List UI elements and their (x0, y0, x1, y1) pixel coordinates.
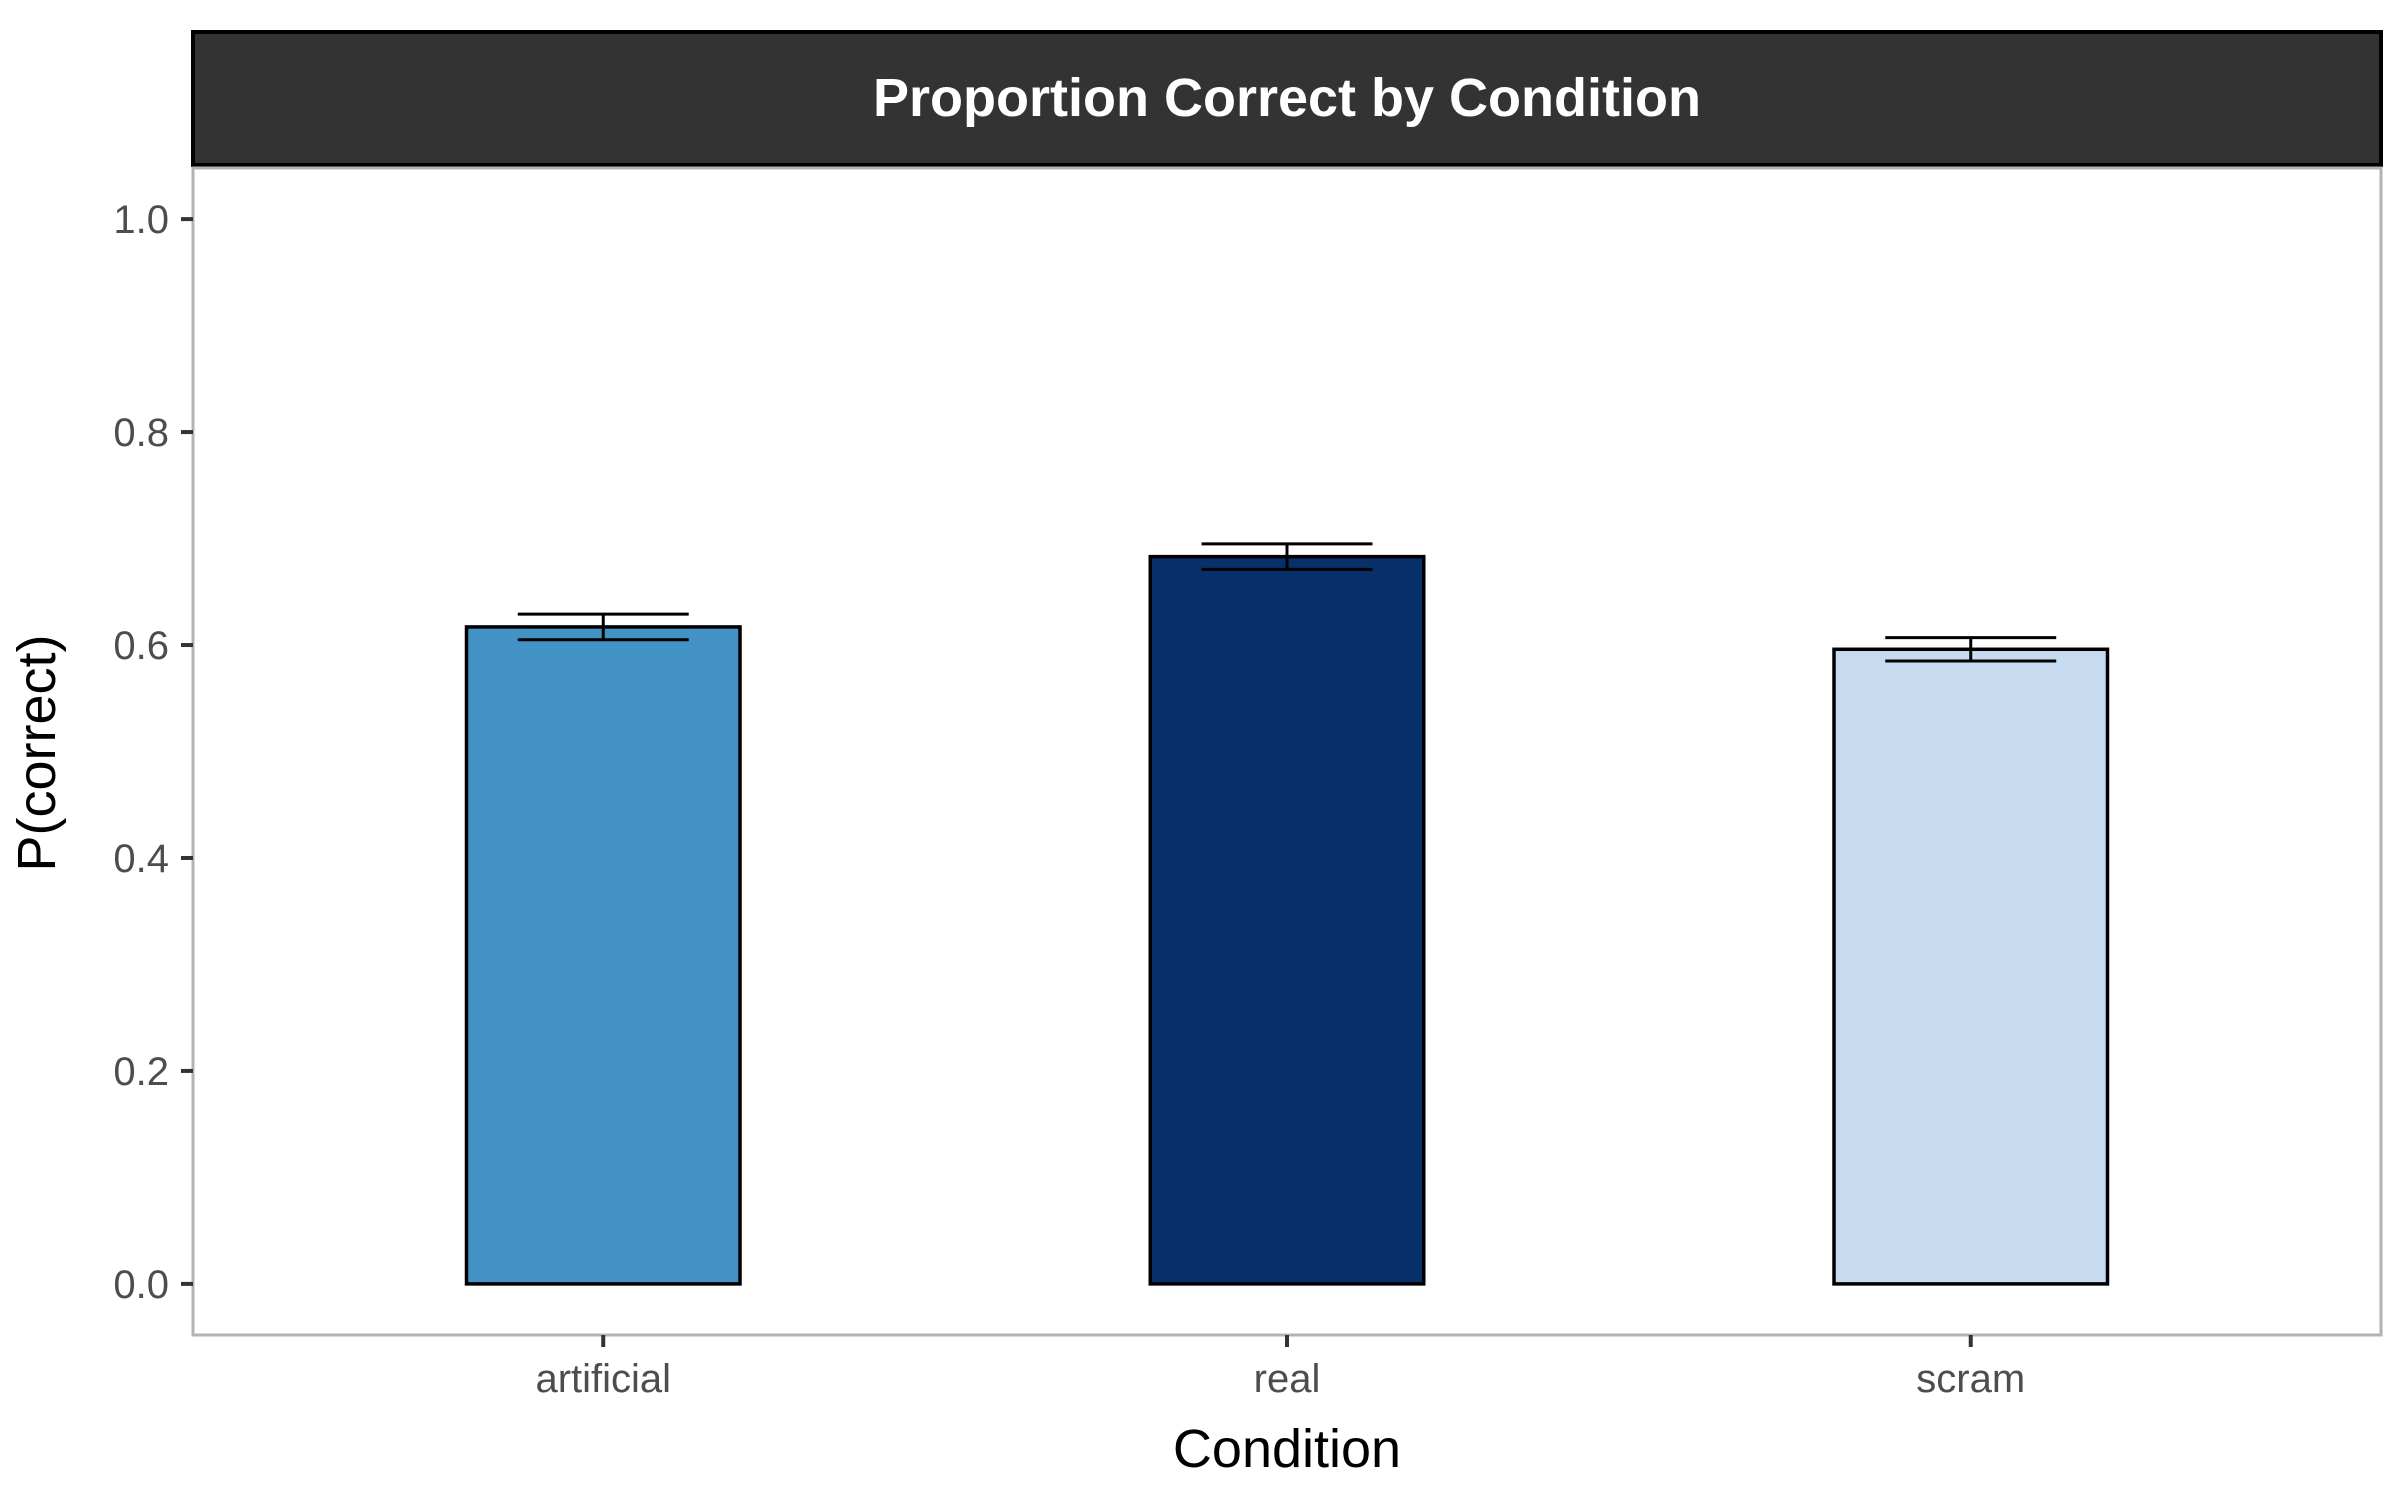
y-tick-label: 0.2 (113, 1050, 169, 1094)
y-tick-label: 0.8 (113, 411, 169, 455)
chart-title: Proportion Correct by Condition (873, 68, 1701, 128)
x-tick-label-real: real (1254, 1357, 1321, 1401)
bar-artificial (464, 625, 742, 1286)
bar-scram (1832, 647, 2110, 1286)
x-tick-label-scram: scram (1916, 1357, 2025, 1401)
y-tick-label: 1.0 (113, 198, 169, 242)
y-tick-label: 0.4 (113, 837, 169, 881)
x-axis: artificial real scram (535, 1335, 2025, 1401)
bar-real (1148, 554, 1426, 1286)
title-strip (191, 30, 2383, 167)
y-tick-label: 0.6 (113, 624, 169, 668)
x-tick-label-artificial: artificial (535, 1357, 671, 1401)
bars-layer (464, 554, 2110, 1286)
y-tick-label: 0.0 (113, 1263, 169, 1307)
errorbars-layer (517, 542, 2057, 663)
y-axis-title: P(correct) (7, 634, 67, 871)
x-axis-title: Condition (1173, 1419, 1401, 1479)
errorbar-real (1201, 542, 1373, 571)
errorbar-scram (1885, 636, 2057, 663)
errorbar-artificial (517, 612, 689, 642)
y-axis: 0.0 0.2 0.4 0.6 0.8 1.0 (113, 198, 193, 1307)
